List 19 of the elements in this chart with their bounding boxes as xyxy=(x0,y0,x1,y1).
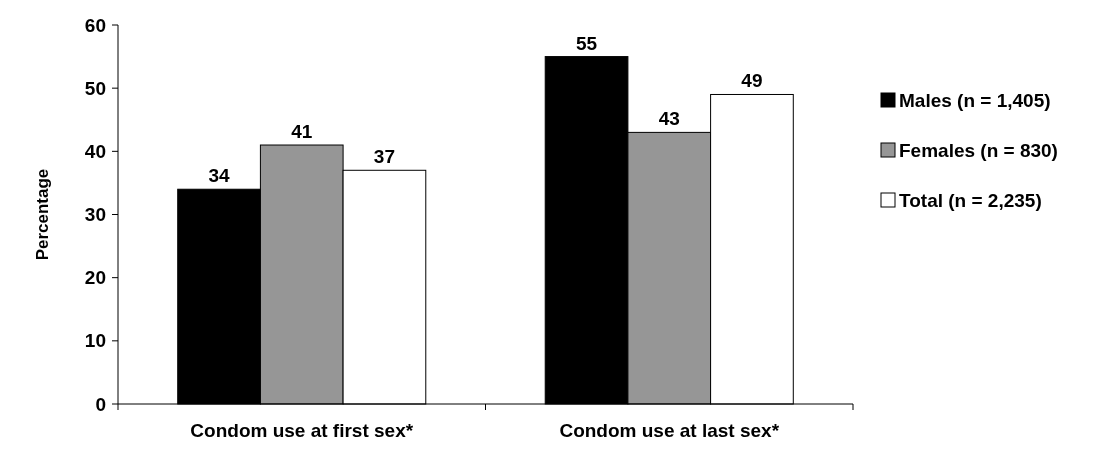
data-label: 37 xyxy=(373,146,396,168)
x-tick-label: Condom use at first sex* xyxy=(190,420,414,441)
x-tick-label: Condom use at last sex* xyxy=(559,420,780,441)
y-tick-label: 0 xyxy=(95,393,106,415)
y-tick-label: 50 xyxy=(84,77,106,99)
data-label: 34 xyxy=(208,165,231,187)
y-tick-label: 10 xyxy=(84,330,106,352)
legend-label: Males (n = 1,405) xyxy=(899,89,1051,111)
data-label: 41 xyxy=(291,121,313,143)
y-tick-label: 60 xyxy=(84,14,106,36)
y-tick-label: 40 xyxy=(84,140,106,162)
legend-label: Total (n = 2,235) xyxy=(899,189,1042,211)
legend-label: Females (n = 830) xyxy=(899,139,1058,161)
y-tick-label: 30 xyxy=(84,204,106,226)
data-label: 43 xyxy=(658,108,680,130)
data-label: 49 xyxy=(741,70,763,92)
y-tick-label: 20 xyxy=(84,267,106,289)
y-axis-title: Percentage xyxy=(33,168,52,261)
data-label: 55 xyxy=(575,32,598,54)
